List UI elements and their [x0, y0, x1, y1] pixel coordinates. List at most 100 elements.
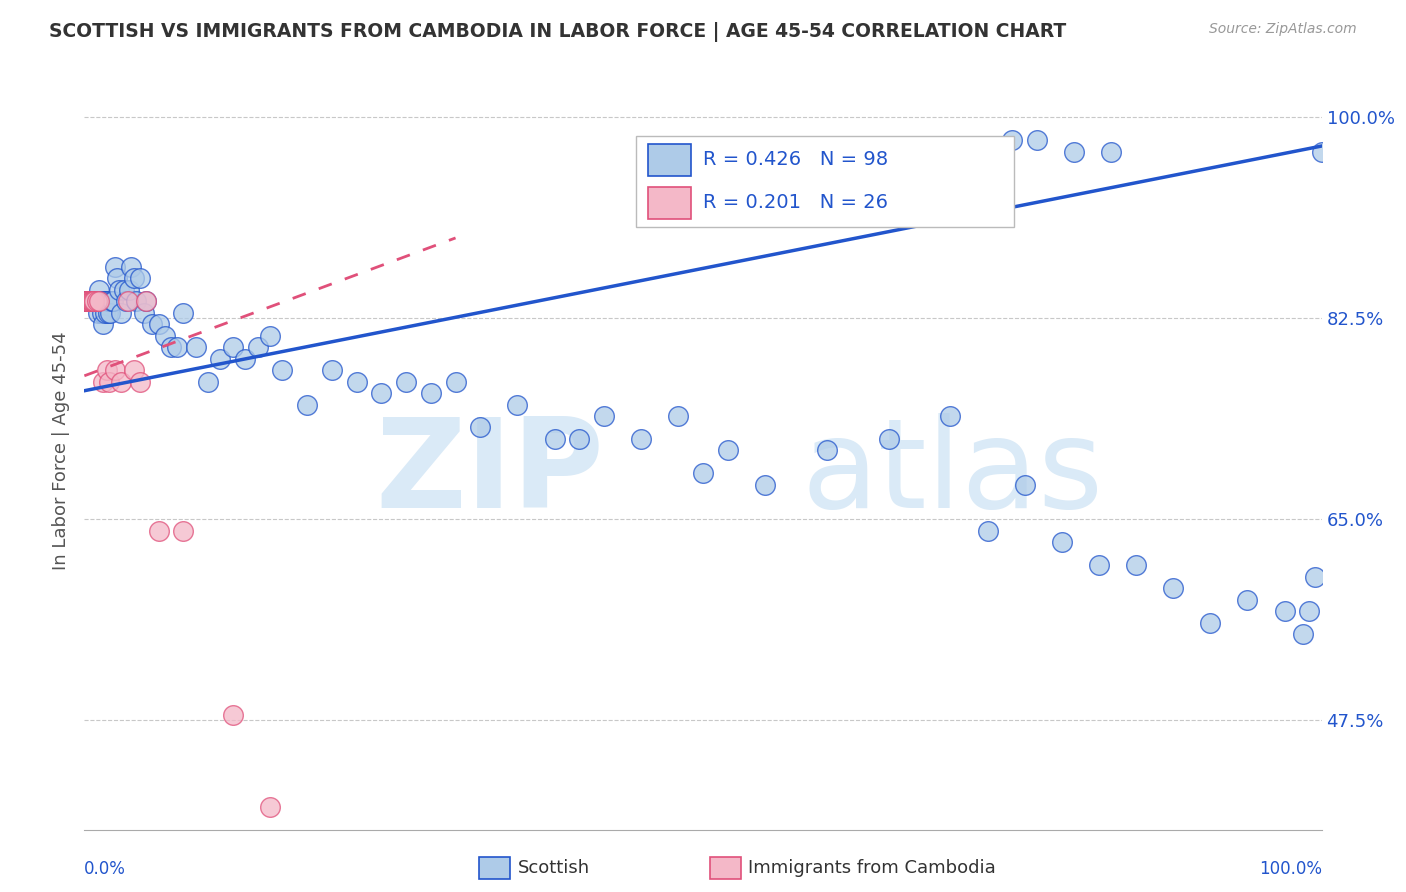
- Point: [79, 294, 101, 309]
- Point: [246, 340, 269, 354]
- Point: [112, 283, 135, 297]
- Point: [568, 432, 591, 446]
- Point: [98, 294, 121, 309]
- Point: [122, 363, 145, 377]
- Text: R = 0.426   N = 98: R = 0.426 N = 98: [703, 151, 889, 169]
- Point: [80, 294, 103, 309]
- Point: [209, 351, 232, 366]
- Point: [135, 294, 157, 309]
- Point: [346, 375, 368, 389]
- Point: [77, 294, 100, 309]
- Point: [148, 317, 170, 331]
- Point: [172, 305, 194, 319]
- Point: [93, 294, 115, 309]
- Point: [1199, 615, 1222, 630]
- Point: [118, 283, 141, 297]
- Point: [1088, 558, 1111, 573]
- Point: [141, 317, 163, 331]
- Point: [98, 305, 121, 319]
- Point: [79, 294, 101, 309]
- Point: [86, 294, 108, 309]
- Point: [630, 432, 652, 446]
- Point: [82, 294, 104, 309]
- Text: 0.0%: 0.0%: [84, 860, 127, 878]
- Point: [184, 340, 207, 354]
- Point: [86, 294, 108, 309]
- Point: [148, 524, 170, 538]
- Point: [76, 294, 98, 309]
- Point: [82, 294, 104, 309]
- Point: [75, 294, 97, 309]
- Text: ZIP: ZIP: [375, 413, 605, 533]
- Point: [87, 305, 110, 319]
- Point: [90, 305, 112, 319]
- Point: [79, 294, 101, 309]
- Text: 100.0%: 100.0%: [1258, 860, 1322, 878]
- Point: [104, 363, 127, 377]
- Point: [259, 799, 281, 814]
- Point: [271, 363, 294, 377]
- Point: [593, 409, 616, 423]
- Point: [1305, 570, 1327, 584]
- Point: [877, 432, 900, 446]
- Point: [110, 375, 132, 389]
- Text: R = 0.201   N = 26: R = 0.201 N = 26: [703, 194, 889, 212]
- Point: [222, 707, 245, 722]
- Point: [1236, 592, 1258, 607]
- Point: [1026, 133, 1049, 147]
- Point: [129, 375, 152, 389]
- Point: [1292, 627, 1315, 641]
- Text: Immigrants from Cambodia: Immigrants from Cambodia: [748, 859, 995, 877]
- Point: [1125, 558, 1147, 573]
- Point: [506, 397, 529, 411]
- Point: [120, 260, 142, 274]
- Point: [91, 317, 114, 331]
- Text: atlas: atlas: [801, 413, 1104, 533]
- Point: [91, 294, 114, 309]
- Point: [89, 294, 111, 309]
- Point: [83, 294, 105, 309]
- Point: [197, 375, 219, 389]
- Point: [222, 340, 245, 354]
- Point: [166, 340, 188, 354]
- Point: [135, 294, 157, 309]
- Point: [96, 294, 118, 309]
- Point: [160, 340, 183, 354]
- Point: [87, 294, 110, 309]
- Point: [93, 294, 115, 309]
- Point: [76, 294, 98, 309]
- Point: [444, 375, 467, 389]
- Point: [129, 271, 152, 285]
- Point: [815, 443, 838, 458]
- Point: [1001, 133, 1024, 147]
- Point: [1298, 604, 1320, 618]
- Point: [89, 283, 111, 297]
- Point: [370, 386, 392, 401]
- Point: [132, 305, 155, 319]
- Point: [543, 432, 565, 446]
- Point: [98, 375, 121, 389]
- Text: SCOTTISH VS IMMIGRANTS FROM CAMBODIA IN LABOR FORCE | AGE 45-54 CORRELATION CHAR: SCOTTISH VS IMMIGRANTS FROM CAMBODIA IN …: [49, 22, 1067, 42]
- Point: [79, 294, 101, 309]
- Point: [94, 305, 117, 319]
- Point: [1050, 535, 1073, 549]
- Point: [77, 294, 100, 309]
- Point: [101, 294, 124, 309]
- Point: [105, 271, 128, 285]
- Point: [79, 294, 101, 309]
- Point: [470, 420, 492, 434]
- Point: [125, 294, 148, 309]
- Point: [395, 375, 418, 389]
- Point: [91, 375, 114, 389]
- Point: [122, 271, 145, 285]
- Point: [77, 294, 100, 309]
- Point: [115, 294, 138, 309]
- Point: [80, 294, 103, 309]
- Point: [104, 260, 127, 274]
- Point: [110, 305, 132, 319]
- Point: [939, 409, 962, 423]
- Point: [83, 294, 105, 309]
- Point: [976, 524, 998, 538]
- Point: [84, 294, 107, 309]
- Point: [1310, 145, 1333, 159]
